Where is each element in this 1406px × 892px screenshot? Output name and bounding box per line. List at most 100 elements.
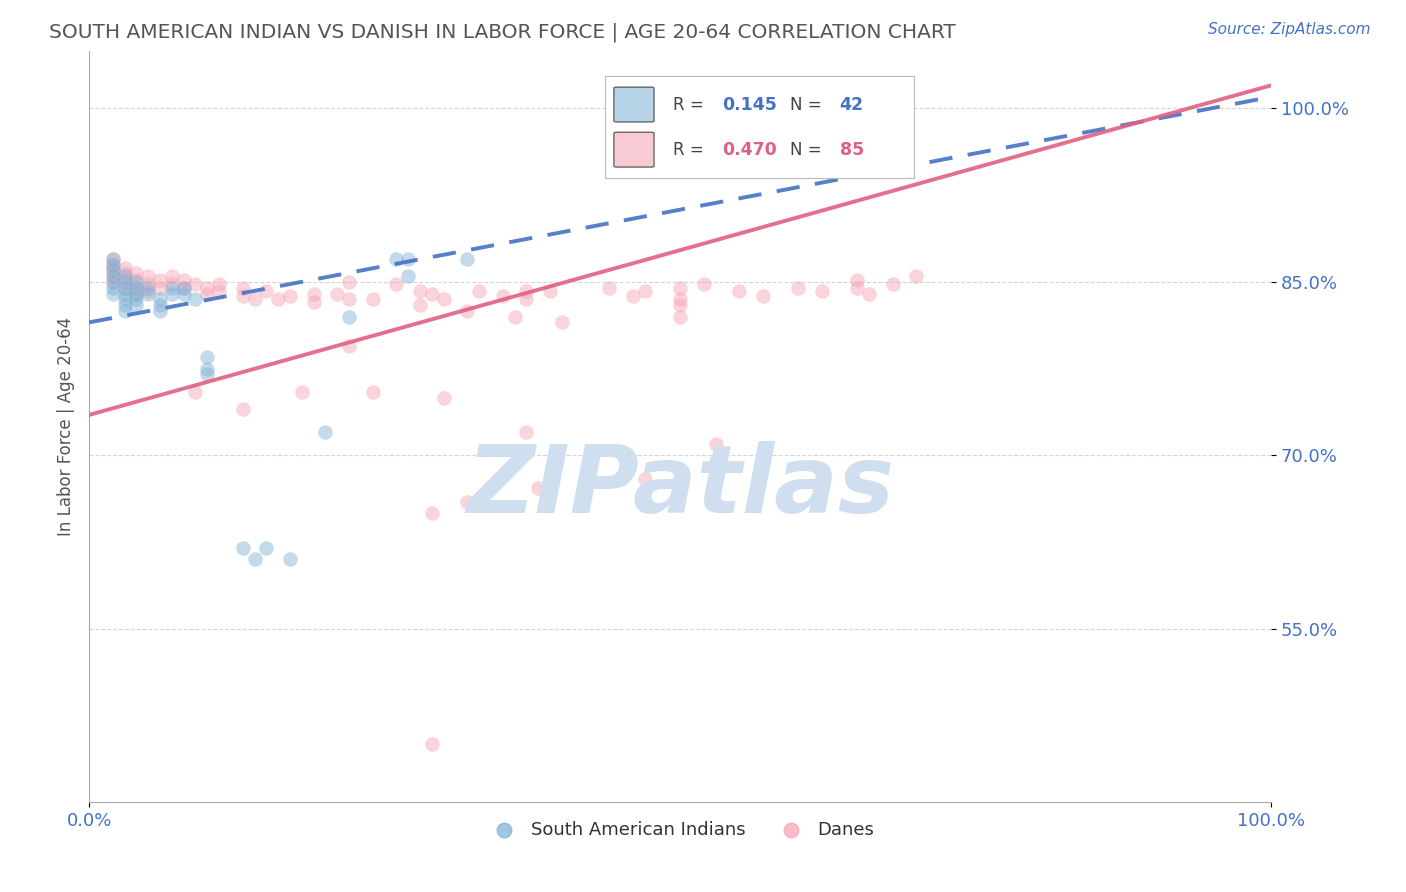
Point [114, 298, 136, 312]
Point [125, 298, 148, 312]
Point [385, 252, 408, 266]
Point [136, 277, 159, 292]
Point [337, 338, 360, 352]
Point [551, 315, 574, 329]
Point [114, 266, 136, 280]
Point [704, 454, 727, 468]
Point [291, 384, 314, 399]
Point [456, 303, 478, 318]
Point [433, 391, 456, 405]
Point [326, 286, 349, 301]
Point [669, 281, 692, 295]
Point [149, 298, 172, 312]
Point [173, 281, 195, 295]
Point [136, 286, 159, 301]
Point [385, 277, 408, 292]
Point [621, 289, 644, 303]
Text: 85: 85 [839, 141, 863, 159]
Point [149, 303, 172, 318]
Point [195, 350, 218, 364]
Point [846, 272, 869, 286]
Point [361, 384, 384, 399]
Point [905, 269, 928, 284]
Point [302, 294, 325, 309]
Point [337, 310, 360, 324]
Point [195, 361, 218, 376]
Point [101, 275, 124, 289]
Point [420, 286, 443, 301]
Point [101, 258, 124, 272]
Point [232, 281, 254, 295]
Point [160, 277, 183, 292]
Point [208, 277, 231, 292]
Point [515, 425, 537, 440]
Point [538, 284, 561, 298]
Point [136, 284, 159, 298]
Point [503, 310, 526, 324]
Point [195, 286, 218, 301]
Point [302, 286, 325, 301]
Point [125, 293, 148, 307]
Point [114, 261, 136, 276]
Point [101, 281, 124, 295]
Point [232, 541, 254, 555]
Point [173, 286, 195, 301]
Text: SOUTH AMERICAN INDIAN VS DANISH IN LABOR FORCE | AGE 20-64 CORRELATION CHART: SOUTH AMERICAN INDIAN VS DANISH IN LABOR… [49, 22, 956, 42]
Point [101, 258, 124, 272]
Point [361, 293, 384, 307]
Point [337, 275, 360, 289]
Point [409, 284, 432, 298]
Point [669, 298, 692, 312]
Point [243, 552, 266, 566]
Point [527, 481, 550, 495]
Point [515, 284, 537, 298]
Point [114, 275, 136, 289]
Point [232, 402, 254, 417]
Point [101, 252, 124, 266]
Point [787, 281, 810, 295]
Point [101, 286, 124, 301]
Point [396, 269, 419, 284]
Point [184, 277, 207, 292]
Point [101, 252, 124, 266]
Point [420, 738, 443, 752]
Point [125, 286, 148, 301]
Text: 0.470: 0.470 [723, 141, 778, 159]
Point [633, 284, 655, 298]
Text: N =: N = [790, 141, 827, 159]
Point [882, 277, 904, 292]
Point [846, 281, 869, 295]
Point [136, 281, 159, 295]
Point [633, 471, 655, 485]
Y-axis label: In Labor Force | Age 20-64: In Labor Force | Age 20-64 [58, 317, 75, 536]
Point [195, 281, 218, 295]
Point [420, 506, 443, 520]
Point [456, 252, 478, 266]
Point [704, 437, 727, 451]
Point [101, 275, 124, 289]
Point [598, 281, 620, 295]
Point [232, 289, 254, 303]
Point [173, 272, 195, 286]
Text: 42: 42 [839, 95, 863, 113]
Point [125, 286, 148, 301]
Point [243, 293, 266, 307]
Text: R =: R = [672, 141, 709, 159]
Point [267, 293, 290, 307]
Point [136, 269, 159, 284]
Point [114, 286, 136, 301]
Point [693, 277, 716, 292]
Point [173, 281, 195, 295]
Point [125, 281, 148, 295]
Point [160, 286, 183, 301]
Point [101, 269, 124, 284]
Point [254, 284, 277, 298]
Point [114, 293, 136, 307]
Point [208, 284, 231, 298]
Legend: South American Indians, Danes: South American Indians, Danes [478, 814, 882, 846]
Point [184, 293, 207, 307]
Point [114, 272, 136, 286]
Point [101, 263, 124, 277]
Point [669, 310, 692, 324]
Point [125, 266, 148, 280]
